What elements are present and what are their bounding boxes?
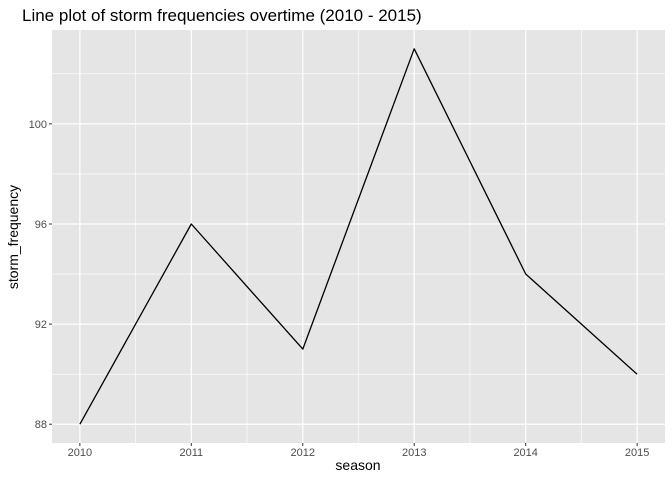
x-tick-label: 2012 [291,447,315,459]
series-layer [79,48,638,425]
major-gridlines [52,30,665,443]
y-axis-title: storm_frequency [5,185,21,289]
y-tick-label: 96 [35,219,47,231]
y-tick-label: 92 [35,319,47,331]
y-tick-label: 88 [35,419,47,431]
x-axis-title: season [335,457,380,473]
x-tick-label: 2014 [513,447,537,459]
x-tick-label: 2011 [179,447,203,459]
minor-gridlines [52,30,665,443]
chart-title: Line plot of storm frequencies overtime … [22,6,422,25]
tick-layer: 2010 2011 2012 2013 2014 2015 88 92 96 100 [29,119,650,459]
x-tick-label: 2010 [68,447,92,459]
x-tick-label: 2013 [402,447,426,459]
x-tick-label: 2015 [625,447,649,459]
y-tick-label: 100 [29,119,47,131]
series-line [79,48,638,425]
